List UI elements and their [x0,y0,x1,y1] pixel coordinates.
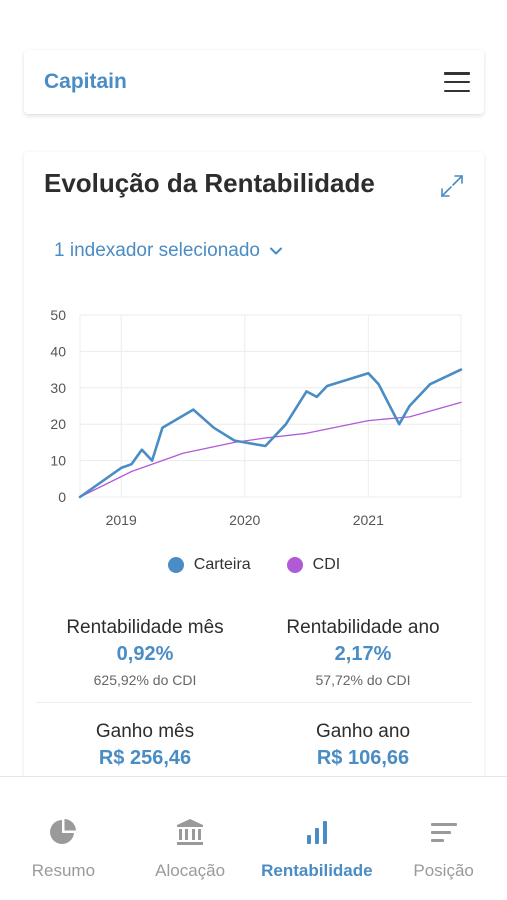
card-title: Evolução da Rentabilidade [44,168,375,198]
bank-icon [177,819,204,845]
stat-sub: 625,92% do CDI [93,672,197,688]
nav-label: Resumo [31,861,96,880]
chart-legend: Carteira CDI [24,556,484,574]
y-tick-label: 10 [50,453,66,469]
stats-row-ganho: Ganho mês R$ 256,46 Ganho ano R$ 106,66 [36,703,472,785]
legend-carteira[interactable]: Carteira [167,556,251,574]
y-tick-label: 40 [50,343,66,359]
brand-logo[interactable]: Capitain [44,70,127,93]
stat-label: Rentabilidade ano [286,617,440,638]
stat-label: Ganho ano [315,721,411,742]
y-tick-label: 50 [50,307,66,323]
nav-label: Alocação [155,861,226,880]
stat-rentabilidade-ano: Rentabilidade ano 2,17% 57,72% do CDI [254,607,472,702]
nav-label: Posição [413,861,474,880]
chart-svg: 0 10 20 30 40 50 2019 2020 2021 [50,307,463,528]
stat-ganho-ano: Ganho ano R$ 106,66 [254,703,472,784]
legend-dot-cdi [286,557,303,573]
legend-dot-carteira [167,557,184,573]
legend-label-cdi: CDI [312,556,341,573]
stat-value: R$ 256,46 [98,747,192,769]
selector-label: 1 indexador selecionado [54,240,260,261]
legend-cdi[interactable]: CDI [286,556,341,574]
stat-value: R$ 106,66 [316,747,410,769]
stat-value: 0,92% [116,643,174,665]
bar-chart-icon [306,821,327,844]
stat-label: Ganho mês [95,721,195,742]
rentabilidade-card: Evolução da Rentabilidade 1 indexador se… [24,152,484,852]
rentabilidade-chart: 0 10 20 30 40 50 2019 2020 2021 [24,292,484,692]
expand-icon[interactable] [438,172,466,200]
y-tick-label: 0 [58,489,66,505]
nav-item-rentabilidade[interactable]: Rentabilidade [257,817,377,881]
stats-grid: Rentabilidade mês 0,92% 625,92% do CDI R… [36,607,472,785]
stat-value: 2,17% [334,643,392,665]
nav-label: Rentabilidade [261,861,373,880]
stats-row-rentabilidade: Rentabilidade mês 0,92% 625,92% do CDI R… [36,607,472,703]
menu-button[interactable] [442,70,472,94]
nav-item-resumo[interactable]: Resumo [3,817,123,881]
indexador-selector[interactable]: 1 indexador selecionado [54,240,284,262]
x-tick-label: 2021 [353,512,384,528]
bottom-nav: Resumo Alocação Rentabilidade Posição [0,776,507,900]
y-tick-label: 30 [50,380,66,396]
x-tick-label: 2019 [106,512,137,528]
legend-label-carteira: Carteira [193,556,251,573]
stat-ganho-mes: Ganho mês R$ 256,46 [36,703,254,784]
chevron-down-icon [270,247,282,255]
stat-label: Rentabilidade mês [66,617,224,638]
stat-rentabilidade-mes: Rentabilidade mês 0,92% 625,92% do CDI [36,607,254,702]
y-tick-label: 20 [50,416,66,432]
app-header: Capitain [24,50,484,114]
pie-chart-icon [50,819,77,844]
stat-sub: 57,72% do CDI [315,672,411,688]
nav-item-alocacao[interactable]: Alocação [130,817,250,881]
hamburger-icon [444,72,470,75]
x-tick-label: 2020 [229,512,260,528]
nav-item-posicao[interactable]: Posição [384,817,504,881]
series-line-carteira [78,368,463,499]
list-icon [430,823,457,842]
